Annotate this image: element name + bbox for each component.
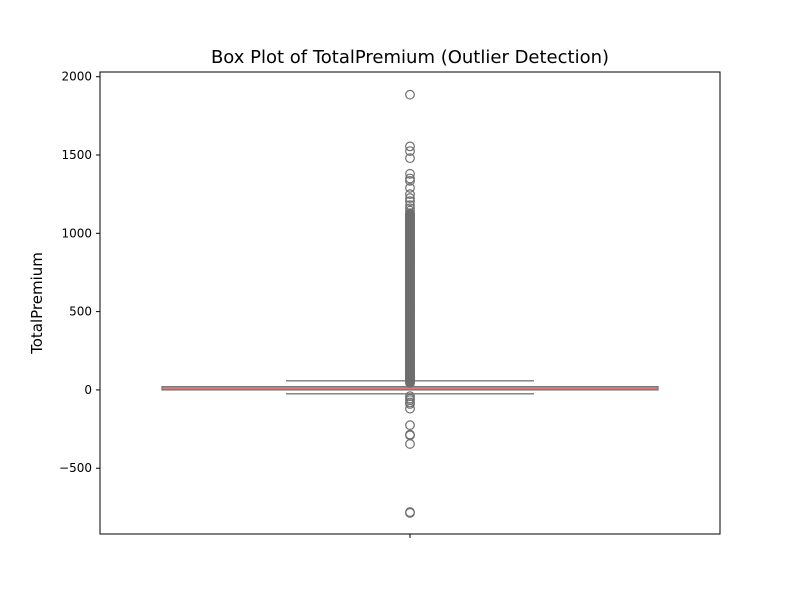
outlier-point xyxy=(405,208,415,219)
chart-title: Box Plot of TotalPremium (Outlier Detect… xyxy=(211,47,609,68)
outlier-point xyxy=(405,205,415,216)
outlier-point xyxy=(405,420,415,431)
y-tick-label: 500 xyxy=(69,305,92,319)
outlier-point xyxy=(405,196,415,207)
outlier-point xyxy=(405,507,415,518)
outlier-point xyxy=(405,403,415,414)
outlier-point xyxy=(405,168,415,179)
outlier-point xyxy=(405,153,415,164)
y-tick-label: 1000 xyxy=(61,226,92,240)
outlier-point xyxy=(405,193,415,203)
y-tick-label: −500 xyxy=(59,461,92,475)
y-axis-label: TotalPremium xyxy=(28,252,46,355)
y-tick-label: 2000 xyxy=(61,70,92,84)
outlier-point xyxy=(405,146,415,156)
outlier-point xyxy=(405,439,415,449)
outlier-point xyxy=(405,89,415,100)
y-tick-label: 0 xyxy=(84,383,92,397)
y-axis: 2000 1500 1000 500 0 −500 xyxy=(59,70,100,475)
outlier-point xyxy=(405,399,415,409)
outlier-point xyxy=(405,182,415,193)
y-tick-label: 1500 xyxy=(61,148,92,162)
outlier-point xyxy=(405,175,415,186)
outlier-point xyxy=(405,189,415,200)
outlier-point xyxy=(405,200,415,211)
outlier-points xyxy=(405,89,415,518)
outlier-point xyxy=(405,141,415,152)
